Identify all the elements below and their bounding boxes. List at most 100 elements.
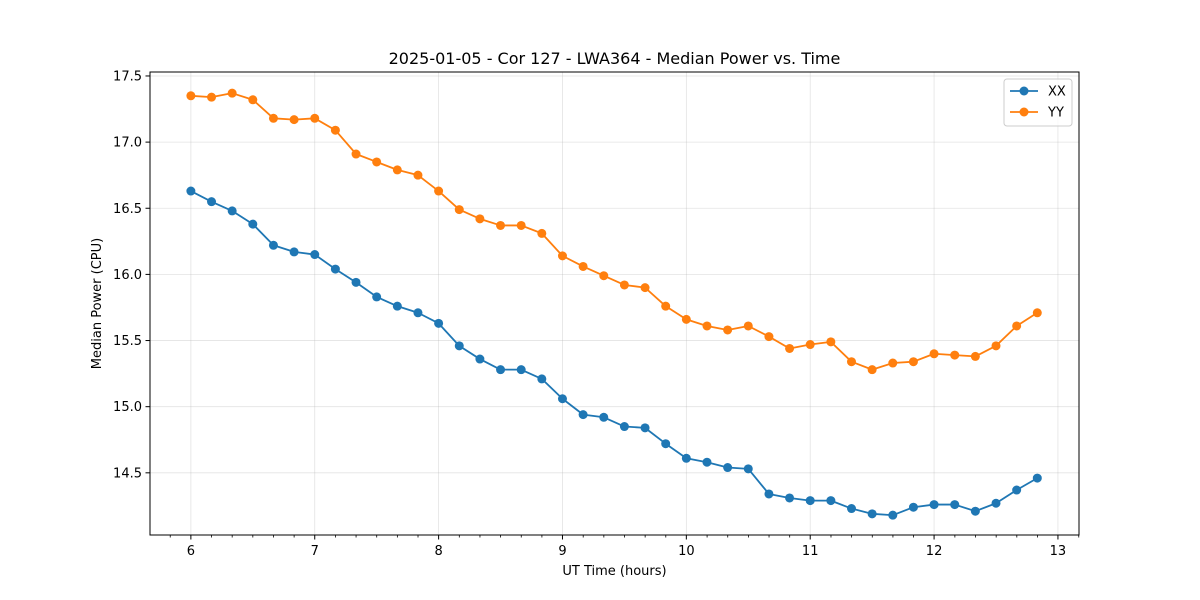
data-point-yy	[207, 92, 217, 102]
data-point-xx	[557, 394, 567, 404]
data-point-yy	[867, 365, 877, 375]
data-point-yy	[330, 125, 340, 135]
data-point-yy	[454, 205, 464, 215]
data-point-xx	[351, 277, 361, 287]
x-axis-label: UT Time (hours)	[562, 564, 666, 579]
x-tick-label: 11	[802, 544, 819, 559]
y-tick-label: 17.0	[113, 136, 142, 151]
y-tick-label: 16.5	[113, 202, 142, 217]
data-point-xx	[392, 301, 402, 311]
data-point-xx	[372, 292, 382, 302]
data-point-xx	[826, 496, 836, 506]
data-point-yy	[186, 91, 196, 101]
data-point-yy	[496, 220, 506, 230]
chart-title: 2025-01-05 - Cor 127 - LWA364 - Median P…	[389, 49, 841, 68]
x-tick-label: 8	[434, 544, 442, 559]
data-point-yy	[661, 301, 671, 311]
data-point-xx	[330, 264, 340, 274]
data-point-xx	[413, 308, 423, 318]
data-point-yy	[619, 280, 629, 290]
data-point-yy	[991, 341, 1001, 351]
data-point-yy	[702, 321, 712, 331]
data-point-xx	[434, 318, 444, 328]
data-point-yy	[764, 332, 774, 342]
data-point-yy	[950, 350, 960, 360]
data-point-xx	[475, 354, 485, 364]
x-tick-label: 6	[187, 544, 195, 559]
data-point-yy	[743, 321, 753, 331]
data-point-yy	[516, 220, 526, 230]
data-point-xx	[268, 240, 278, 250]
data-point-yy	[785, 343, 795, 353]
data-point-yy	[723, 325, 733, 335]
data-point-xx	[970, 506, 980, 516]
data-point-xx	[537, 374, 547, 384]
legend-label-xx: XX	[1048, 85, 1066, 100]
data-point-yy	[805, 340, 815, 350]
data-point-xx	[310, 250, 320, 260]
data-point-yy	[248, 95, 258, 105]
data-point-yy	[351, 149, 361, 159]
y-tick-label: 14.5	[113, 466, 142, 481]
y-tick-label: 16.0	[113, 268, 142, 283]
x-tick-label: 9	[558, 544, 566, 559]
data-point-yy	[578, 261, 588, 271]
data-point-xx	[888, 510, 898, 520]
data-point-yy	[268, 113, 278, 123]
data-point-xx	[454, 341, 464, 351]
data-point-xx	[867, 509, 877, 519]
data-point-yy	[537, 228, 547, 238]
data-point-yy	[640, 283, 650, 293]
data-point-yy	[826, 337, 836, 347]
data-point-yy	[372, 157, 382, 167]
data-point-yy	[846, 357, 856, 367]
data-point-xx	[599, 412, 609, 422]
data-point-yy	[289, 115, 299, 125]
data-point-yy	[475, 214, 485, 224]
data-point-yy	[599, 271, 609, 281]
legend-label-yy: YY	[1047, 106, 1064, 121]
x-tick-label: 13	[1050, 544, 1067, 559]
data-point-yy	[557, 251, 567, 261]
data-point-xx	[516, 365, 526, 375]
x-tick-label: 7	[311, 544, 319, 559]
data-point-xx	[681, 453, 691, 463]
data-point-yy	[888, 358, 898, 368]
data-point-yy	[310, 113, 320, 123]
x-tick-label: 10	[678, 544, 695, 559]
data-point-xx	[661, 439, 671, 449]
data-point-xx	[1012, 485, 1022, 495]
grid-lines	[150, 72, 1079, 535]
y-axis-label: Median Power (CPU)	[90, 238, 105, 369]
data-point-xx	[805, 496, 815, 506]
data-point-yy	[413, 170, 423, 180]
data-point-yy	[908, 357, 918, 367]
data-point-xx	[207, 197, 217, 207]
data-point-yy	[929, 349, 939, 359]
data-point-yy	[970, 351, 980, 361]
y-tick-label: 15.5	[113, 334, 142, 349]
data-point-xx	[991, 498, 1001, 508]
y-tick-label: 17.5	[113, 69, 142, 84]
legend: XX YY	[1003, 78, 1073, 127]
data-point-xx	[723, 463, 733, 473]
data-point-xx	[764, 489, 774, 499]
data-point-xx	[950, 500, 960, 510]
data-point-xx	[227, 206, 237, 216]
plot-area-frame	[149, 71, 1080, 536]
data-point-xx	[186, 186, 196, 196]
legend-marker-xx	[1019, 86, 1029, 96]
data-point-xx	[248, 219, 258, 229]
data-point-xx	[289, 247, 299, 257]
data-point-xx	[578, 410, 588, 420]
data-point-xx	[743, 464, 753, 474]
data-point-xx	[640, 423, 650, 433]
data-point-yy	[434, 186, 444, 196]
axis-ticks: 6 7 8 9 10 11 12 13 14.5 15.0 15.5 16.0 16.5 17.0 17.5	[113, 69, 1080, 559]
x-tick-label: 12	[926, 544, 943, 559]
plot-series	[186, 88, 1042, 520]
y-tick-label: 15.0	[113, 400, 142, 415]
data-point-xx	[619, 422, 629, 432]
data-point-xx	[929, 500, 939, 510]
data-point-xx	[785, 493, 795, 503]
